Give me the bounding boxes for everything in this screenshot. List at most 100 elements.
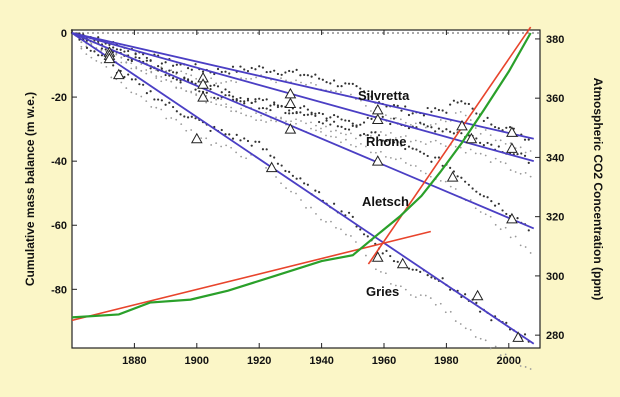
faint-data-point	[165, 78, 168, 81]
glacier-data-point	[284, 111, 287, 115]
glacier-data-point	[347, 119, 351, 122]
faint-data-point	[399, 157, 402, 160]
glacier-data-point	[449, 130, 452, 133]
faint-data-point	[300, 199, 302, 201]
faint-data-point	[419, 294, 422, 297]
glacier-data-point	[216, 85, 220, 88]
faint-data-point	[404, 121, 407, 124]
glacier-data-point	[329, 116, 332, 119]
faint-data-point	[424, 143, 427, 146]
faint-data-point	[479, 152, 482, 155]
glacier-data-point	[396, 260, 399, 263]
trend-line	[71, 32, 535, 163]
faint-data-point	[399, 135, 402, 138]
faint-data-point	[459, 110, 462, 113]
faint-data-point	[180, 70, 183, 73]
glacier-data-point	[329, 82, 332, 85]
faint-data-point	[514, 171, 517, 173]
glacier-data-point	[434, 130, 437, 133]
glacier-data-point	[243, 102, 246, 105]
faint-data-point	[340, 91, 342, 93]
glacier-data-point	[183, 115, 186, 118]
glacier-data-point	[441, 109, 444, 112]
faint-data-point	[255, 112, 257, 115]
glacier-data-point	[269, 108, 272, 112]
glacier-data-point	[362, 132, 366, 136]
faint-data-point	[494, 157, 497, 160]
faint-data-point	[399, 118, 402, 121]
faint-data-point	[355, 241, 357, 243]
glacier-data-point	[426, 154, 429, 158]
faint-data-point	[320, 218, 322, 221]
glacier-data-point	[224, 133, 227, 136]
faint-data-point	[469, 148, 472, 151]
glacier-data-point	[419, 121, 422, 124]
glacier-data-point	[269, 104, 272, 107]
faint-data-point	[524, 171, 527, 174]
faint-data-point	[504, 162, 507, 165]
glacier-data-point	[216, 97, 220, 100]
glacier-data-point	[138, 56, 141, 60]
co2-fit-line	[367, 26, 532, 265]
triangle-marker	[265, 161, 278, 173]
glacier-data-point	[464, 293, 467, 296]
faint-data-point	[365, 134, 367, 137]
glacier-data-point	[460, 132, 463, 135]
glacier-data-point	[310, 113, 313, 116]
glacier-data-point	[231, 65, 235, 68]
glacier-data-point	[258, 140, 261, 143]
faint-data-point	[509, 169, 512, 171]
glacier-data-point	[179, 81, 182, 84]
glacier-data-point	[336, 85, 339, 88]
glacier-data-point	[310, 75, 313, 78]
glacier-data-point	[437, 156, 441, 159]
faint-data-point	[499, 354, 502, 357]
faint-data-point	[504, 142, 507, 145]
triangle-marker	[506, 212, 518, 224]
faint-data-point	[384, 272, 387, 275]
glacier-data-point	[112, 46, 115, 49]
faint-data-point	[340, 132, 342, 135]
faint-data-point	[379, 270, 382, 273]
glacier-data-point	[325, 117, 328, 120]
faint-data-point	[464, 327, 467, 330]
faint-data-point	[270, 119, 272, 122]
glacier-data-point	[527, 138, 530, 141]
glacier-data-point	[314, 189, 317, 192]
triangle-marker	[103, 52, 116, 64]
glacier-data-point	[456, 101, 459, 104]
glacier-data-point	[396, 140, 399, 144]
faint-data-point	[240, 107, 243, 110]
faint-data-point	[180, 87, 183, 89]
glacier-data-point	[235, 133, 238, 136]
glacier-data-point	[276, 104, 280, 107]
glacier-data-point	[434, 107, 437, 110]
faint-data-point	[399, 285, 402, 288]
co2-fit-line	[71, 230, 431, 322]
faint-data-point	[330, 89, 332, 92]
glacier-data-point	[291, 70, 294, 73]
faint-data-point	[335, 90, 337, 93]
faint-data-point	[250, 115, 252, 118]
faint-data-point	[240, 155, 243, 158]
faint-data-point	[404, 288, 407, 291]
glacier-data-point	[119, 48, 122, 51]
glacier-data-point	[392, 141, 396, 144]
glacier-data-point	[362, 121, 366, 124]
faint-data-point	[275, 120, 277, 123]
y-tick-label-right: 320	[546, 212, 564, 224]
faint-data-point	[175, 86, 178, 89]
faint-data-point	[414, 165, 417, 167]
faint-data-point	[130, 62, 133, 65]
faint-data-point	[459, 146, 462, 149]
glacier-data-point	[243, 68, 246, 71]
faint-data-point	[424, 126, 427, 129]
glacier-data-point	[355, 225, 358, 228]
triangle-marker	[506, 126, 518, 137]
glacier-data-point	[194, 88, 197, 91]
faint-data-point	[330, 130, 332, 133]
faint-data-point	[414, 139, 417, 142]
faint-data-point	[150, 71, 153, 74]
glacier-data-point	[475, 137, 478, 140]
